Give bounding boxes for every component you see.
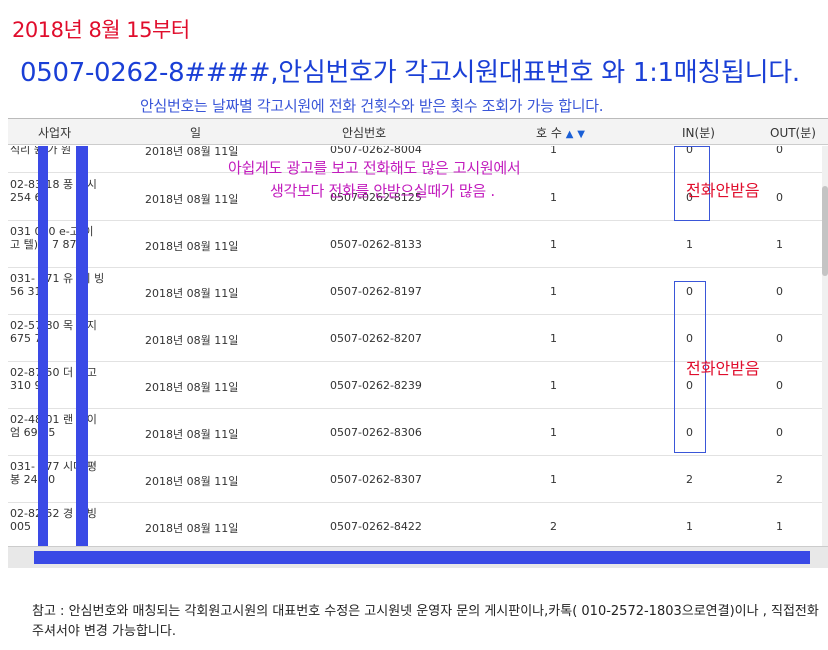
header-number[interactable]: 안심번호 — [342, 126, 387, 140]
date-cell: 2018년 08월 11일 — [145, 381, 239, 394]
safe-number-cell: 0507-0262-8307 — [330, 473, 422, 486]
safe-number-cell: 0507-0262-8207 — [330, 332, 422, 345]
in-cell: 1 — [686, 520, 693, 533]
count-cell: 1 — [550, 285, 557, 298]
redaction-bar — [34, 551, 810, 564]
safe-number-cell: 0507-0262-8239 — [330, 379, 422, 392]
biz-cell: 031- 771 유 -비 빙 56 319 — [10, 272, 105, 298]
header-out[interactable]: OUT(분) — [770, 126, 816, 140]
horizontal-scrollbar[interactable] — [8, 546, 828, 568]
header-date[interactable]: 일 — [190, 126, 202, 140]
biz-cell: 02-57 80 목 레지 675 7 — [10, 319, 97, 345]
in-cell: 0 — [686, 379, 693, 392]
date-cell: 2018년 08월 11일 — [145, 193, 239, 206]
out-cell: 0 — [776, 191, 783, 204]
out-cell: 1 — [776, 520, 783, 533]
vertical-scrollbar[interactable] — [822, 146, 828, 546]
count-cell: 1 — [550, 332, 557, 345]
table-row[interactable]: 031 060 e-고 이 고 텔) 8 7 87 8 2018년 08월 11… — [8, 221, 828, 268]
safe-number-cell: 0507-0262-8422 — [330, 520, 422, 533]
table-row[interactable]: 02-83 18 풍 고시 254 6 2018년 08월 11일 0507-0… — [8, 174, 828, 221]
table-row[interactable]: 031- 771 유 -비 빙 56 319 2018년 08월 11일 050… — [8, 268, 828, 315]
biz-cell: 02-48 01 랜 아이엄 69 / 5 — [10, 413, 97, 439]
headline: 0507-0262-8####,안심번호가 각고시원대표번호 와 1:1매칭됩니… — [20, 58, 800, 88]
safe-number-cell: 0507-0262-8125 — [330, 191, 422, 204]
in-cell: 0 — [686, 285, 693, 298]
note-line-1: 아쉽게도 광고를 보고 전화해도 많은 고시원에서 — [228, 159, 521, 177]
redaction-bar — [76, 146, 88, 546]
header-count-label: 호 수 — [536, 126, 562, 140]
out-cell: 0 — [776, 146, 783, 156]
in-cell: 0 — [686, 191, 693, 204]
biz-cell: 02-4##-8### 식리 원 가 원 — [10, 146, 72, 156]
table-row[interactable]: 02-82 52 경 리빙 005 2018년 08월 11일 0507-026… — [8, 503, 828, 546]
out-cell: 0 — [776, 285, 783, 298]
header-count[interactable]: 호 수 ▲ ▼ — [536, 124, 585, 141]
out-cell: 0 — [776, 426, 783, 439]
in-cell: 2 — [686, 473, 693, 486]
safe-number-cell: 0507-0262-8133 — [330, 238, 422, 251]
biz-cell: 02-87 50 더 넷고 310 9 — [10, 366, 97, 392]
scrollbar-thumb[interactable] — [822, 186, 828, 276]
count-cell: 1 — [550, 473, 557, 486]
highlight-box — [674, 146, 710, 221]
date-cell: 2018년 08월 11일 — [145, 146, 239, 158]
biz-cell: 031- 477 시마 평 봉 24 30 — [10, 460, 97, 486]
subline: 안심번호는 날짜별 각고시원에 전화 건횟수와 받은 횟수 조회가 가능 합니다… — [140, 97, 604, 115]
in-cell: 1 — [686, 238, 693, 251]
date-cell: 2018년 08월 11일 — [145, 240, 239, 253]
biz-cell: 031 060 e-고 이 고 텔) 8 7 87 8 — [10, 225, 94, 251]
sort-desc-icon[interactable]: ▼ — [577, 129, 585, 140]
redaction-bar — [38, 146, 48, 546]
header-biz[interactable]: 사업자 — [38, 126, 72, 140]
safe-number-cell: 0507-0262-8197 — [330, 285, 422, 298]
table-header: 사업자 일 안심번호 호 수 ▲ ▼ IN(분) OUT(분) — [8, 119, 828, 145]
table-row[interactable]: 02-57 80 목 레지 675 7 2018년 08월 11일 0507-0… — [8, 315, 828, 362]
out-cell: 2 — [776, 473, 783, 486]
date-notice: 2018년 8월 15부터 — [12, 18, 190, 42]
highlight-box — [674, 281, 706, 453]
call-stats-table: 사업자 일 안심번호 호 수 ▲ ▼ IN(분) OUT(분) 02-4##-8… — [8, 118, 828, 568]
table-row[interactable]: 031- 477 시마 평 봉 24 30 2018년 08월 11일 0507… — [8, 456, 828, 503]
date-cell: 2018년 08월 11일 — [145, 475, 239, 488]
no-answer-note: 전화안받음 — [686, 181, 760, 200]
date-cell: 2018년 08월 11일 — [145, 428, 239, 441]
table-row[interactable]: 02-87 50 더 넷고 310 9 2018년 08월 11일 0507-0… — [8, 362, 828, 409]
count-cell: 1 — [550, 238, 557, 251]
footer-note: 참고 : 안심번호와 매칭되는 각회원고시원의 대표번호 수정은 고시원넷 운영… — [32, 604, 819, 639]
safe-number-cell: 0507-0262-8004 — [330, 146, 422, 156]
header-in[interactable]: IN(분) — [682, 126, 715, 140]
count-cell: 1 — [550, 146, 557, 156]
biz-cell: 02-82 52 경 리빙 005 — [10, 507, 97, 533]
table-body: 02-4##-8### 식리 원 가 원 2018년 08월 11일 0507-… — [8, 146, 828, 546]
out-cell: 0 — [776, 332, 783, 345]
count-cell: 2 — [550, 520, 557, 533]
count-cell: 1 — [550, 379, 557, 392]
in-cell: 0 — [686, 332, 693, 345]
date-cell: 2018년 08월 11일 — [145, 334, 239, 347]
no-answer-note: 전화안받음 — [686, 359, 760, 378]
note-line-2: 생각보다 전화를 안받으실때가 많음 . — [270, 182, 495, 200]
count-cell: 1 — [550, 426, 557, 439]
biz-cell: 02-83 18 풍 고시 254 6 — [10, 178, 97, 204]
date-cell: 2018년 08월 11일 — [145, 287, 239, 300]
out-cell: 1 — [776, 238, 783, 251]
in-cell: 0 — [686, 146, 693, 156]
in-cell: 0 — [686, 426, 693, 439]
safe-number-cell: 0507-0262-8306 — [330, 426, 422, 439]
out-cell: 0 — [776, 379, 783, 392]
count-cell: 1 — [550, 191, 557, 204]
date-cell: 2018년 08월 11일 — [145, 522, 239, 535]
sort-asc-icon[interactable]: ▲ — [565, 129, 574, 140]
